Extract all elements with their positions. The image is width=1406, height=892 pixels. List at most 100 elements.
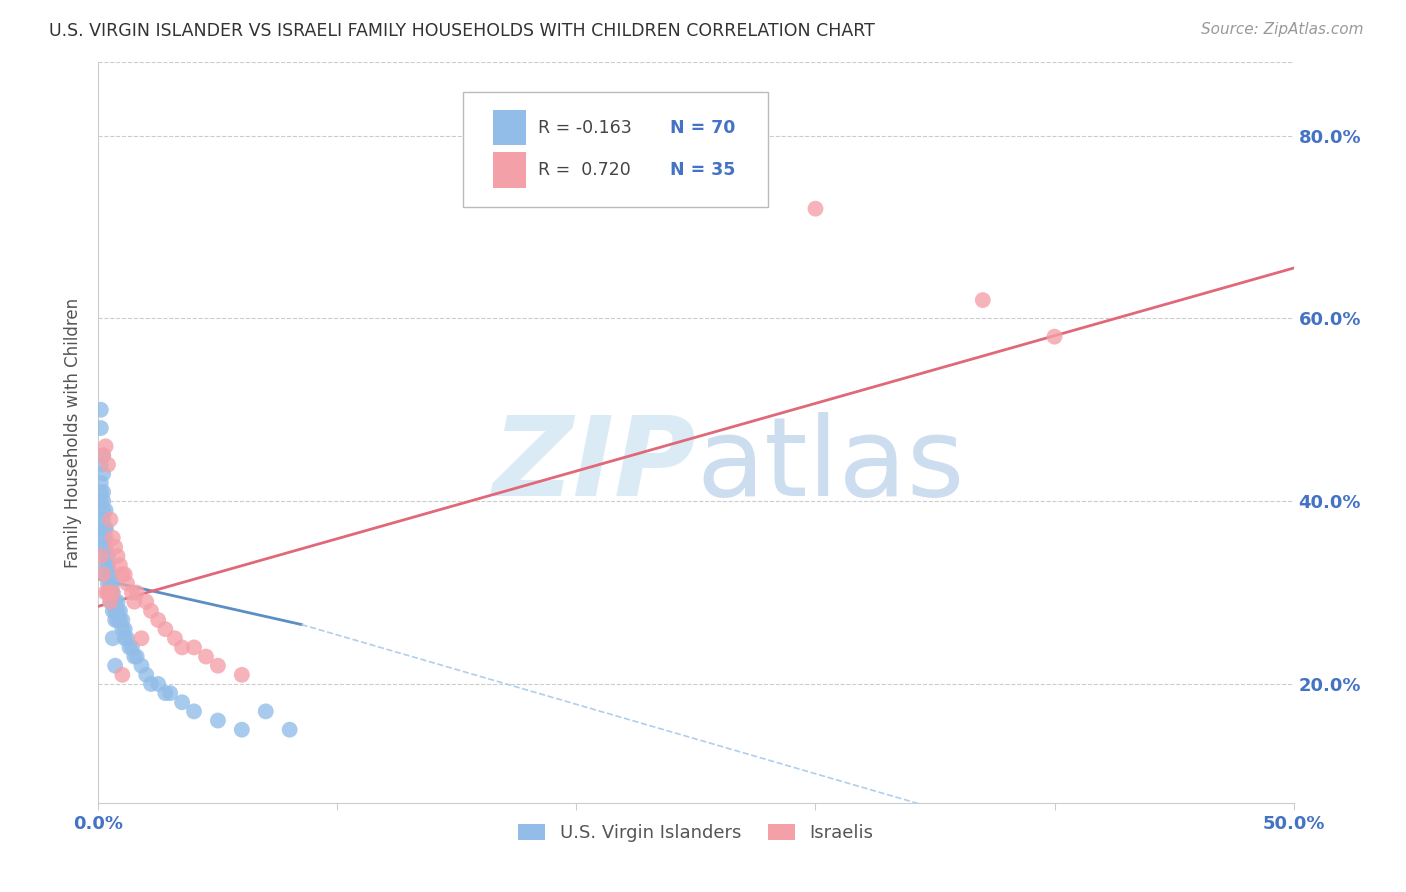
Text: R =  0.720: R = 0.720: [538, 161, 631, 178]
Point: [97, 558, 120, 573]
Point: [97, 585, 120, 599]
Point: [91, 522, 114, 536]
Point: [111, 613, 134, 627]
Point: [91, 512, 114, 526]
Point: [124, 595, 146, 609]
Point: [101, 585, 124, 599]
Point: [111, 668, 134, 682]
Text: N = 70: N = 70: [669, 119, 735, 136]
Point: [97, 458, 120, 472]
Point: [101, 531, 124, 545]
Point: [125, 649, 148, 664]
Point: [91, 531, 114, 545]
Point: [94, 549, 117, 563]
Point: [183, 640, 205, 655]
Point: [90, 494, 112, 508]
Point: [98, 576, 122, 591]
Bar: [494, 152, 526, 187]
Legend: U.S. Virgin Islanders, Israelis: U.S. Virgin Islanders, Israelis: [510, 816, 882, 849]
Point: [114, 567, 136, 582]
Point: [104, 540, 127, 554]
Point: [254, 705, 277, 719]
Point: [155, 686, 177, 700]
Point: [101, 595, 124, 609]
Point: [804, 202, 827, 216]
Point: [97, 585, 120, 599]
Point: [104, 604, 127, 618]
Point: [97, 558, 120, 573]
Point: [98, 512, 122, 526]
Point: [107, 604, 129, 618]
Point: [91, 449, 114, 463]
Point: [98, 595, 122, 609]
Point: [91, 449, 114, 463]
Point: [108, 604, 131, 618]
Point: [111, 567, 134, 582]
Point: [972, 293, 994, 307]
Point: [148, 613, 170, 627]
Point: [115, 632, 138, 646]
Point: [139, 677, 162, 691]
Point: [90, 475, 112, 490]
Point: [183, 705, 205, 719]
Point: [101, 604, 124, 618]
Point: [139, 604, 162, 618]
Point: [231, 668, 253, 682]
Point: [231, 723, 253, 737]
Point: [94, 540, 117, 554]
Point: [94, 558, 117, 573]
Point: [207, 714, 229, 728]
Point: [94, 503, 117, 517]
Point: [108, 558, 131, 573]
Point: [91, 540, 114, 554]
Point: [107, 613, 129, 627]
Point: [97, 549, 120, 563]
Point: [94, 567, 117, 582]
Point: [101, 585, 124, 599]
Point: [107, 549, 129, 563]
Point: [101, 632, 124, 646]
Point: [155, 622, 177, 636]
Point: [90, 485, 112, 500]
Bar: [494, 110, 526, 145]
Point: [94, 522, 117, 536]
Point: [148, 677, 170, 691]
Point: [114, 632, 136, 646]
Point: [111, 622, 134, 636]
Text: U.S. VIRGIN ISLANDER VS ISRAELI FAMILY HOUSEHOLDS WITH CHILDREN CORRELATION CHAR: U.S. VIRGIN ISLANDER VS ISRAELI FAMILY H…: [49, 22, 875, 40]
Text: ZIP: ZIP: [492, 412, 696, 519]
Point: [115, 576, 138, 591]
Point: [131, 658, 153, 673]
Point: [1043, 329, 1066, 343]
Point: [91, 494, 114, 508]
Point: [104, 613, 127, 627]
Text: Source: ZipAtlas.com: Source: ZipAtlas.com: [1201, 22, 1364, 37]
Point: [135, 595, 157, 609]
Point: [278, 723, 301, 737]
Point: [108, 613, 131, 627]
Point: [121, 585, 143, 599]
Point: [94, 585, 117, 599]
Point: [172, 640, 194, 655]
Point: [91, 467, 114, 481]
Point: [98, 585, 122, 599]
Point: [104, 658, 127, 673]
Point: [163, 632, 186, 646]
Point: [90, 402, 112, 417]
Point: [94, 439, 117, 453]
Point: [107, 595, 129, 609]
Point: [90, 549, 112, 563]
Point: [94, 531, 117, 545]
Point: [90, 512, 112, 526]
Point: [91, 485, 114, 500]
Point: [91, 567, 114, 582]
Point: [118, 640, 141, 655]
Point: [98, 595, 122, 609]
Point: [97, 576, 120, 591]
Point: [121, 640, 143, 655]
Point: [98, 567, 122, 582]
Point: [90, 458, 112, 472]
Point: [207, 658, 229, 673]
Point: [97, 567, 120, 582]
Point: [91, 503, 114, 517]
